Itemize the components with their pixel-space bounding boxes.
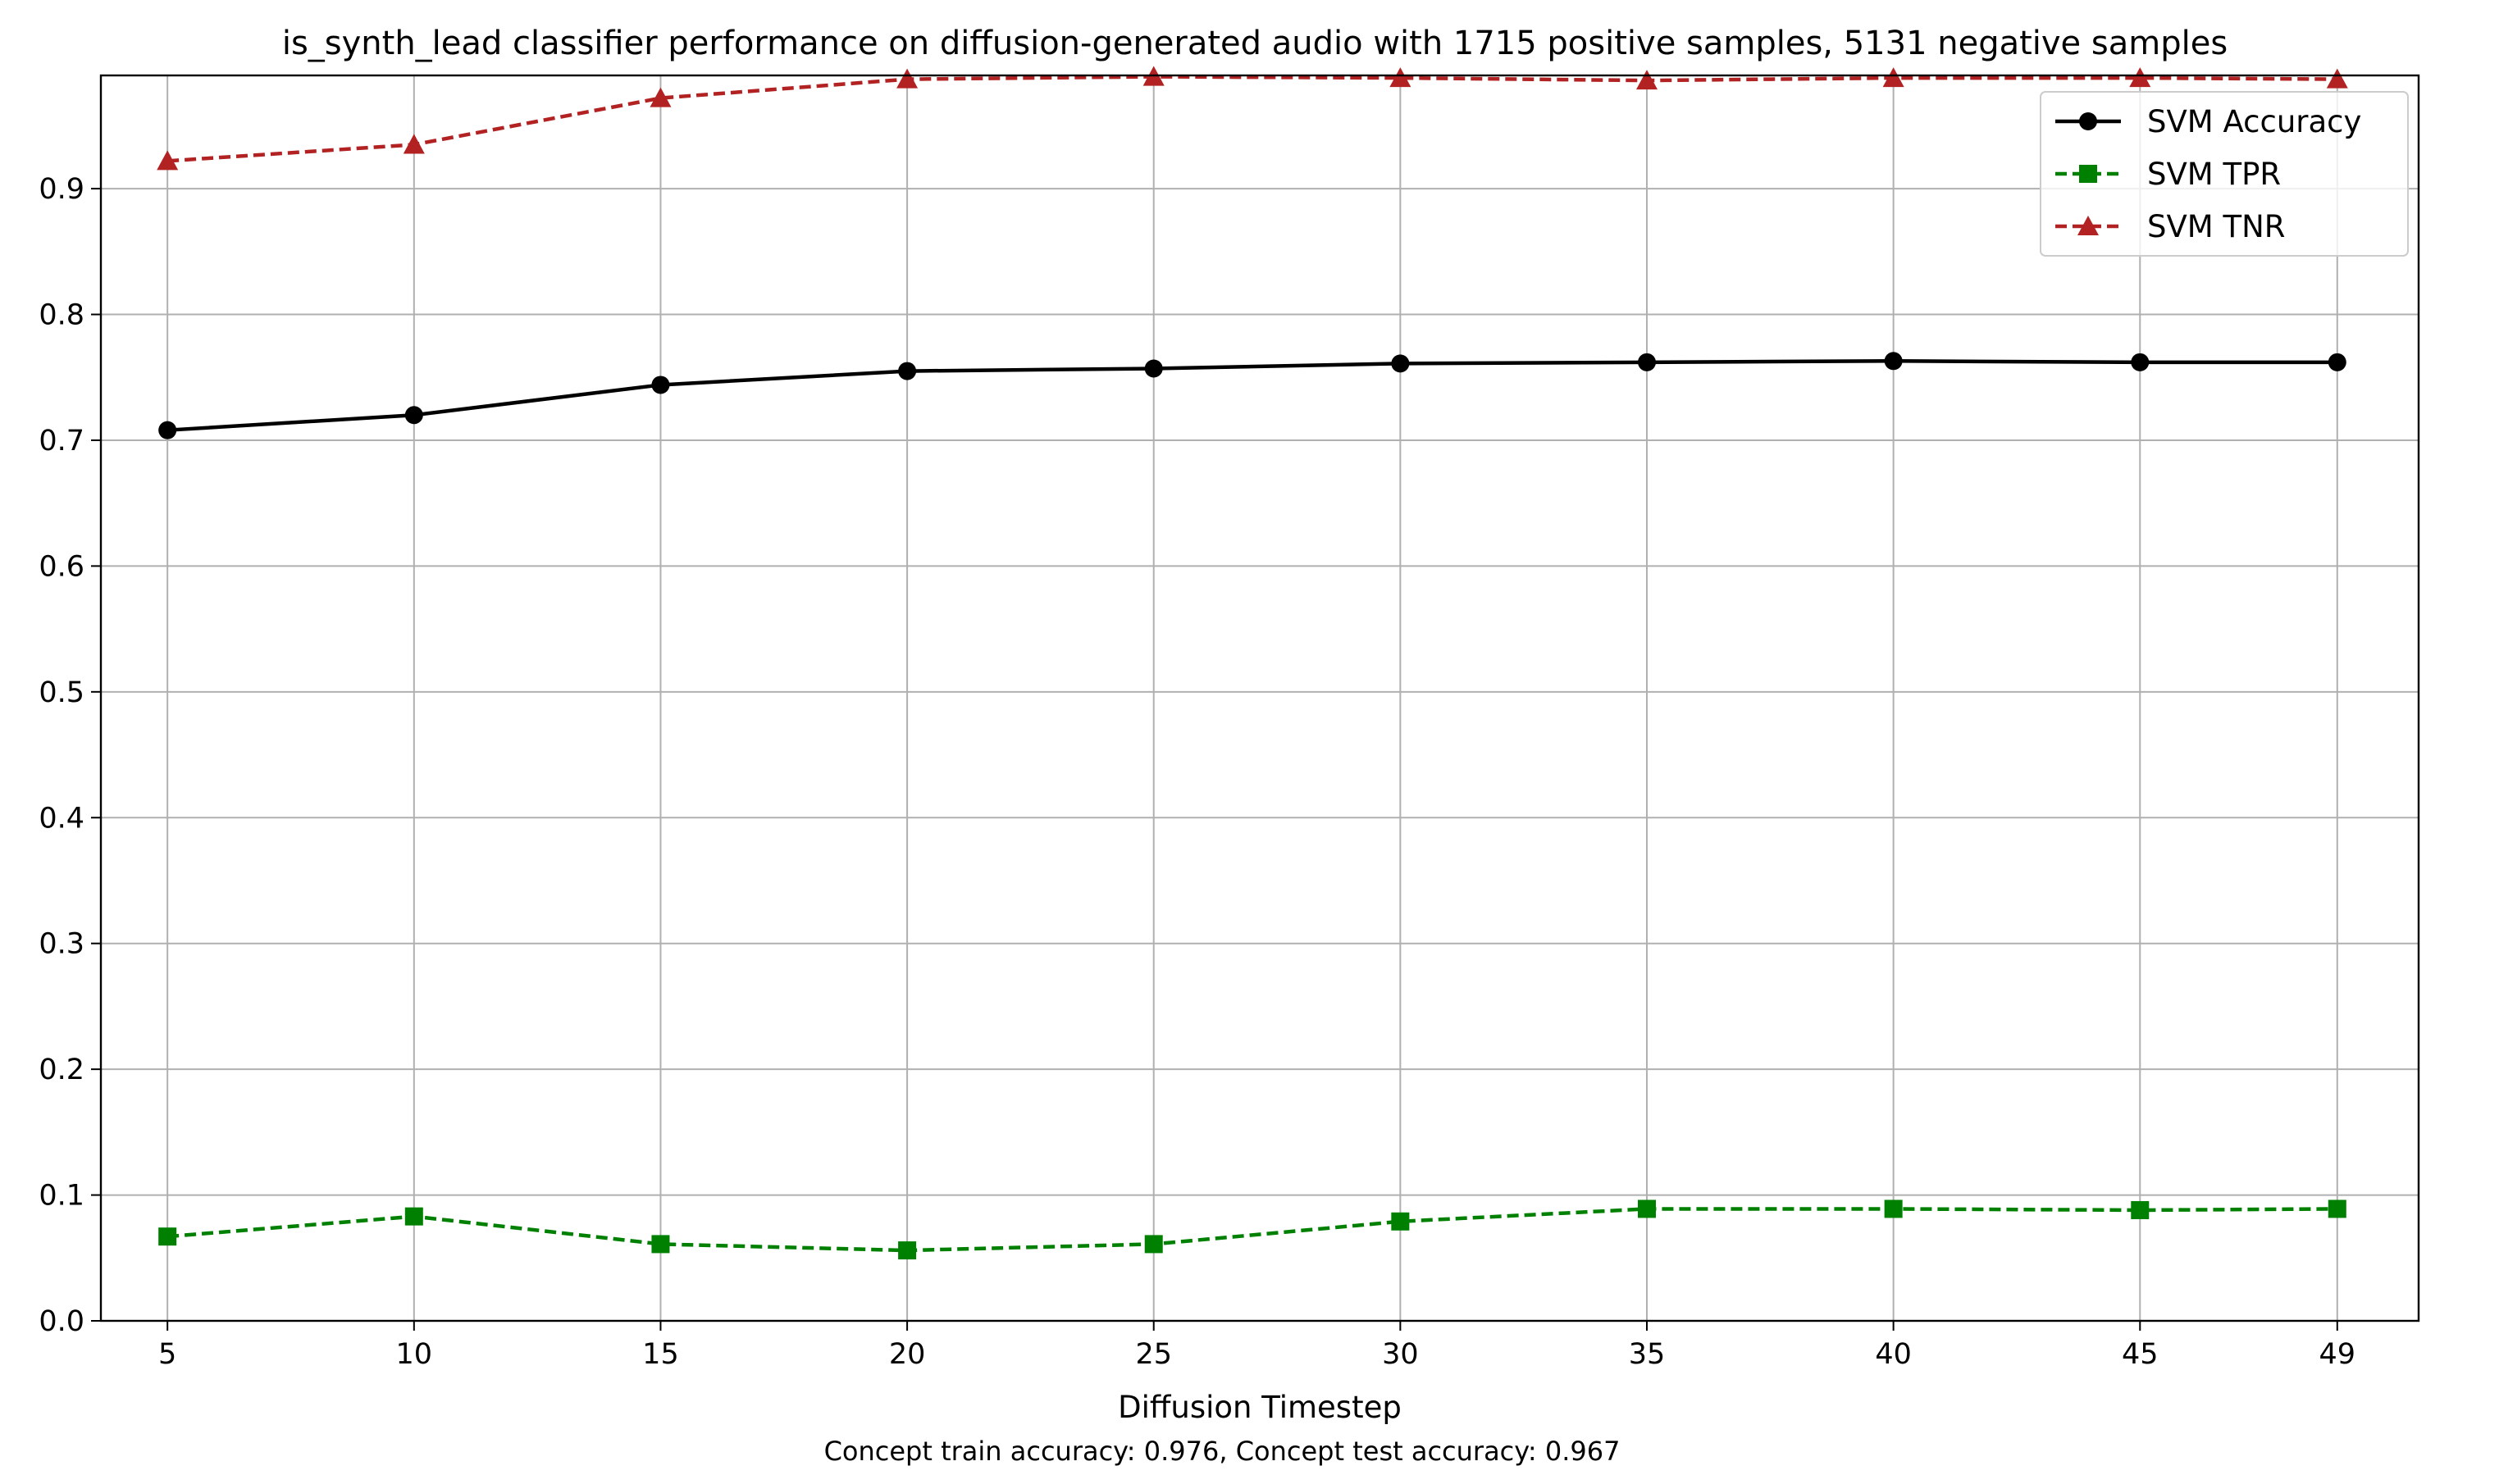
series-line-svm-tpr xyxy=(166,1207,2337,1253)
x-tick-label: 35 xyxy=(1629,1338,1666,1371)
x-tick-label: 20 xyxy=(889,1338,926,1371)
y-tick-label: 0.3 xyxy=(39,928,84,961)
x-tick-label: 25 xyxy=(1135,1338,1172,1371)
y-tick-label: 0.1 xyxy=(39,1180,84,1213)
x-tick-label: 45 xyxy=(2122,1338,2159,1371)
x-tick-label: 15 xyxy=(642,1338,679,1371)
data-point-svm-tpr xyxy=(1391,1212,1410,1231)
data-point-svm-accuracy xyxy=(1144,359,1163,378)
data-point-svm-tnr xyxy=(157,150,179,171)
data-point-svm-tpr xyxy=(1144,1235,1163,1254)
y-tick-label: 0.8 xyxy=(39,299,84,332)
legend-label-svm-tnr: SVM TNR xyxy=(2147,209,2285,244)
data-point-svm-accuracy xyxy=(1638,353,1657,371)
y-tick-label: 0.5 xyxy=(39,676,84,709)
legend-label-svm-tpr: SVM TPR xyxy=(2147,157,2281,192)
series-line-svm-tnr xyxy=(167,75,2337,163)
x-tick-label: 5 xyxy=(158,1338,176,1371)
x-axis-ticks: 5 10 15 20 25 30 35 40 45 49 xyxy=(158,1321,2355,1371)
legend: SVM Accuracy SVM TPR SVM TNR xyxy=(2040,91,2409,257)
data-point-svm-tpr xyxy=(2131,1200,2150,1219)
y-tick-label: 0.9 xyxy=(39,173,84,206)
data-point-svm-accuracy xyxy=(158,421,177,439)
x-tick-label: 30 xyxy=(1382,1338,1419,1371)
y-tick-label: 0.2 xyxy=(39,1054,84,1086)
series-markers xyxy=(157,66,2348,1260)
y-tick-label: 0.0 xyxy=(39,1305,84,1338)
data-point-svm-tpr xyxy=(651,1235,670,1254)
data-point-svm-tnr xyxy=(650,87,672,107)
data-point-svm-accuracy xyxy=(1391,354,1410,373)
x-axis-label: Diffusion Timestep xyxy=(1118,1390,1402,1425)
legend-box xyxy=(2040,91,2409,257)
chart-caption: Concept train accuracy: 0.976, Concept t… xyxy=(824,1436,1621,1467)
data-point-svm-tnr xyxy=(1389,67,1411,88)
data-point-svm-tnr xyxy=(1636,70,1658,90)
chart-title: is_synth_lead classifier performance on … xyxy=(282,25,2228,62)
data-point-svm-tnr xyxy=(2129,67,2151,88)
y-tick-label: 0.4 xyxy=(39,802,84,835)
data-point-svm-tnr xyxy=(1882,67,1904,88)
data-point-svm-tpr xyxy=(158,1227,177,1246)
legend-marker-svm-tpr xyxy=(2079,165,2097,183)
y-axis-ticks: 0.0 0.1 0.2 0.3 0.4 0.5 0.6 0.7 0.8 0.9 xyxy=(39,173,101,1338)
legend-marker-svm-accuracy xyxy=(2079,112,2097,130)
x-tick-label: 40 xyxy=(1875,1338,1912,1371)
legend-marker-svm-tnr xyxy=(2077,216,2099,236)
data-point-svm-tnr xyxy=(896,68,919,89)
data-point-svm-tnr xyxy=(2326,68,2348,89)
data-point-svm-tnr xyxy=(403,134,425,154)
y-tick-label: 0.6 xyxy=(39,550,84,583)
data-point-svm-tpr xyxy=(898,1241,917,1260)
y-tick-label: 0.7 xyxy=(39,425,84,457)
data-point-svm-accuracy xyxy=(2131,353,2150,371)
data-point-svm-accuracy xyxy=(2328,353,2346,371)
data-point-svm-tpr xyxy=(1884,1199,1903,1218)
data-point-svm-accuracy xyxy=(898,362,917,380)
x-tick-label: 49 xyxy=(2319,1338,2356,1371)
data-point-svm-accuracy xyxy=(651,376,670,394)
legend-label-svm-accuracy: SVM Accuracy xyxy=(2147,104,2361,139)
x-tick-label: 10 xyxy=(396,1338,433,1371)
series-line-svm-accuracy xyxy=(167,359,2337,432)
series-lines xyxy=(166,75,2337,1253)
data-point-svm-tpr xyxy=(1638,1199,1657,1218)
data-point-svm-accuracy xyxy=(404,406,423,425)
data-point-svm-tpr xyxy=(2328,1199,2346,1218)
data-point-svm-accuracy xyxy=(1884,352,1903,371)
plot-frame xyxy=(99,74,2420,1322)
data-point-svm-tpr xyxy=(404,1207,423,1226)
